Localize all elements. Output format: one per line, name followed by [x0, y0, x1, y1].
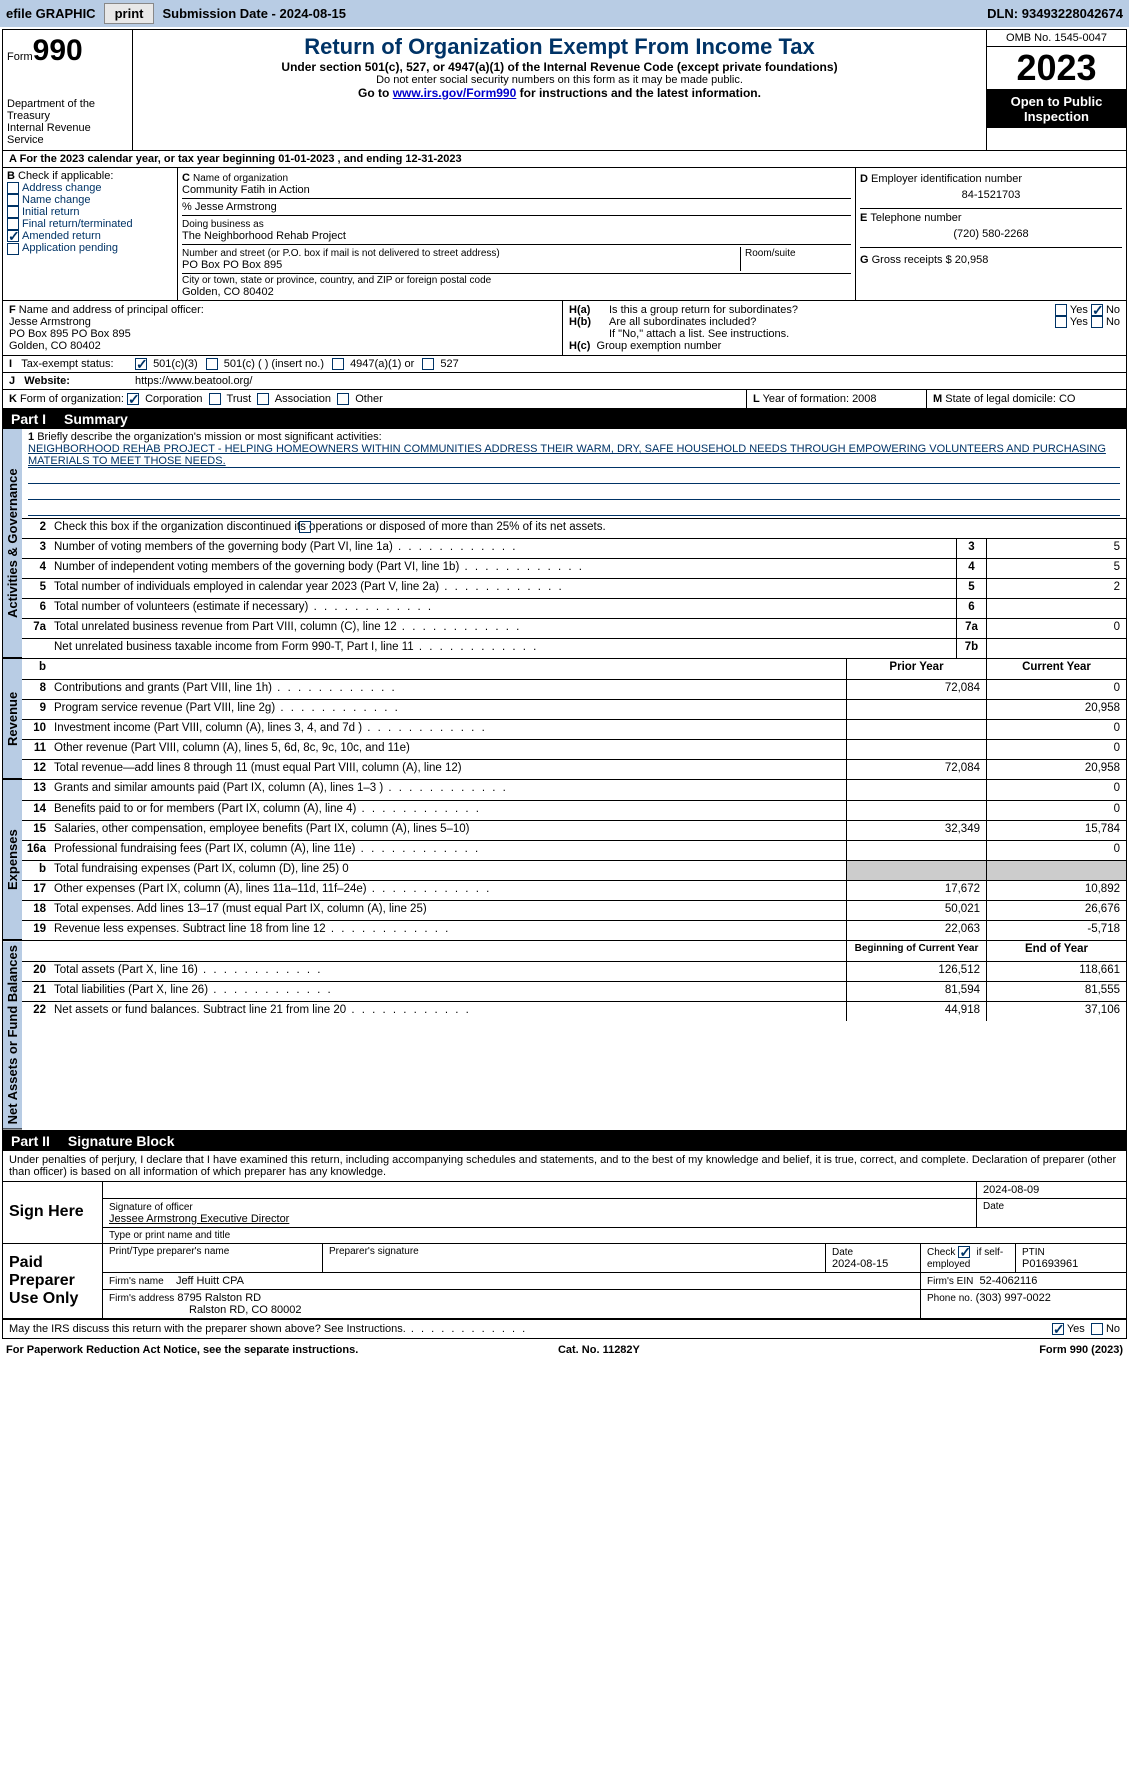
- top-toolbar: efile GRAPHIC print Submission Date - 20…: [0, 0, 1129, 27]
- page-footer: For Paperwork Reduction Act Notice, see …: [0, 1341, 1129, 1359]
- row-f-h: F Name and address of principal officer:…: [3, 301, 1126, 356]
- sign-date: 2024-08-09: [976, 1182, 1126, 1198]
- dln-label: DLN: 93493228042674: [987, 6, 1123, 21]
- irs-label: Internal Revenue Service: [7, 122, 128, 146]
- rev-tab: Revenue: [3, 659, 22, 779]
- self-employed-cb[interactable]: [958, 1246, 970, 1258]
- initial-return-cb[interactable]: Initial return: [7, 206, 173, 218]
- discuss-row: May the IRS discuss this return with the…: [3, 1319, 1126, 1338]
- 527-cb[interactable]: [422, 358, 434, 370]
- street: PO Box PO Box 895: [182, 259, 282, 271]
- firm-name: Jeff Huitt CPA: [176, 1275, 244, 1287]
- discontinued-cb[interactable]: [299, 521, 311, 533]
- sign-here-block: Sign Here 2024-08-09 Signature of office…: [3, 1182, 1126, 1244]
- firm-phone: (303) 997-0022: [976, 1292, 1051, 1304]
- mission-text: NEIGHBORHOOD REHAB PROJECT - HELPING HOM…: [28, 443, 1120, 468]
- dba: The Neighborhood Rehab Project: [182, 230, 346, 242]
- 501c-cb[interactable]: [206, 358, 218, 370]
- omb-number: OMB No. 1545-0047: [987, 30, 1126, 47]
- phone: (720) 580-2268: [860, 224, 1122, 244]
- instructions-link[interactable]: www.irs.gov/Form990: [393, 86, 517, 100]
- instructions-link-row: Go to www.irs.gov/Form990 for instructio…: [141, 86, 978, 100]
- trust-cb[interactable]: [209, 393, 221, 405]
- care-of: % Jesse Armstrong: [182, 199, 851, 216]
- row-a: A For the 2023 calendar year, or tax yea…: [3, 151, 1126, 168]
- amended-return-cb[interactable]: Amended return: [7, 230, 173, 242]
- ptin: P01693961: [1022, 1258, 1078, 1270]
- declaration: Under penalties of perjury, I declare th…: [3, 1151, 1126, 1182]
- org-name: Community Fatih in Action: [182, 184, 310, 196]
- discuss-yes-cb[interactable]: [1052, 1323, 1064, 1335]
- app-pending-cb[interactable]: Application pending: [7, 242, 173, 254]
- paid-preparer-label: Paid Preparer Use Only: [3, 1244, 103, 1318]
- city: Golden, CO 80402: [182, 286, 274, 298]
- form-990: Form990 Department of the Treasury Inter…: [2, 29, 1127, 1339]
- gross-receipts: 20,958: [955, 254, 989, 266]
- 501c3-cb[interactable]: [135, 358, 147, 370]
- part2-header: Part IISignature Block: [3, 1131, 1126, 1151]
- 4947-cb[interactable]: [332, 358, 344, 370]
- paid-preparer-block: Paid Preparer Use Only Print/Type prepar…: [3, 1244, 1126, 1319]
- website-link[interactable]: https://www.beatool.org/: [135, 375, 252, 387]
- activities-governance: Activities & Governance 1 Briefly descri…: [3, 429, 1126, 659]
- form-header: Form990 Department of the Treasury Inter…: [3, 30, 1126, 151]
- form-number: Form990: [7, 34, 128, 68]
- col-d: D Employer identification number84-15217…: [856, 168, 1126, 300]
- discuss-no-cb[interactable]: [1091, 1323, 1103, 1335]
- submission-label: Submission Date - 2024-08-15: [162, 6, 346, 21]
- public-inspection: Open to Public Inspection: [987, 90, 1126, 128]
- row-i: I Tax-exempt status: 501(c)(3) 501(c) ( …: [3, 356, 1126, 373]
- expenses-section: Expenses 13Grants and similar amounts pa…: [3, 780, 1126, 941]
- assoc-cb[interactable]: [257, 393, 269, 405]
- form-title: Return of Organization Exempt From Incom…: [141, 34, 978, 60]
- col-c: C Name of organizationCommunity Fatih in…: [178, 168, 856, 300]
- sign-here-label: Sign Here: [3, 1182, 103, 1243]
- efile-label: efile GRAPHIC: [6, 6, 96, 21]
- officer-signature: Jessee Armstrong Executive Director: [109, 1213, 289, 1225]
- final-return-cb[interactable]: Final return/terminated: [7, 218, 173, 230]
- firm-ein: 52-4062116: [979, 1275, 1037, 1287]
- ssn-note: Do not enter social security numbers on …: [141, 74, 978, 86]
- name-change-cb[interactable]: Name change: [7, 194, 173, 206]
- tax-year: 2023: [987, 47, 1126, 90]
- na-tab: Net Assets or Fund Balances: [3, 941, 22, 1129]
- corp-cb[interactable]: [127, 393, 139, 405]
- form-subtitle: Under section 501(c), 527, or 4947(a)(1)…: [141, 60, 978, 74]
- row-k: K Form of organization: Corporation Trus…: [3, 390, 1126, 409]
- row-j: J Website: https://www.beatool.org/: [3, 373, 1126, 390]
- identity-block: B Check if applicable: Address change Na…: [3, 168, 1126, 301]
- net-assets-section: Net Assets or Fund Balances Beginning of…: [3, 941, 1126, 1130]
- revenue-section: Revenue bPrior YearCurrent Year 8Contrib…: [3, 659, 1126, 780]
- officer-name: Jesse Armstrong: [9, 316, 91, 328]
- col-b: B Check if applicable: Address change Na…: [3, 168, 178, 300]
- part1-header: Part ISummary: [3, 409, 1126, 429]
- address-change-cb[interactable]: Address change: [7, 182, 173, 194]
- ein: 84-1521703: [860, 185, 1122, 205]
- ag-tab: Activities & Governance: [3, 429, 22, 658]
- print-button[interactable]: print: [104, 3, 155, 24]
- other-cb[interactable]: [337, 393, 349, 405]
- exp-tab: Expenses: [3, 780, 22, 940]
- dept-label: Department of the Treasury: [7, 98, 128, 122]
